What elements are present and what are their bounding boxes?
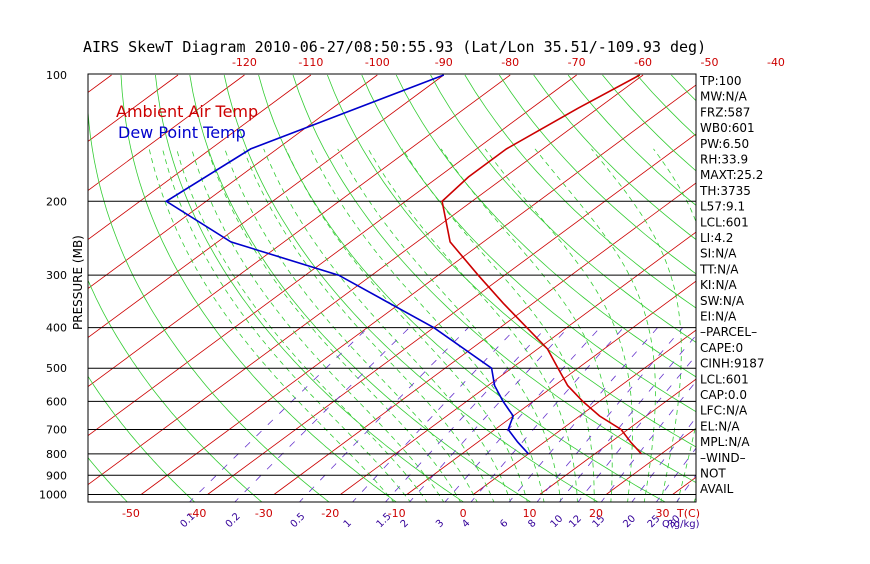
dry-adiabat-line (637, 75, 870, 503)
bottom-temp-tick-label: 0 (460, 507, 467, 520)
dry-adiabat-line (740, 75, 870, 503)
moist-adiabat-line (192, 149, 445, 504)
isotherm-line (739, 75, 870, 495)
index-label: TP:100 (699, 74, 742, 88)
top-temp-tick-label: -110 (298, 56, 323, 69)
mixing-ratio-tick-label: 20 (621, 513, 638, 530)
pressure-tick-label: 300 (46, 269, 67, 282)
mixing-ratio-tick-label: 3 (434, 518, 446, 530)
mixing-ratio-tick-label: 12 (567, 513, 584, 530)
mixing-ratio-line (408, 328, 568, 504)
dry-adiabat-line (809, 75, 870, 503)
moist-adiabat-line (338, 149, 561, 504)
moist-adiabat-line (485, 149, 632, 504)
moist-adiabat-line (163, 149, 412, 504)
index-label: LFC:N/A (700, 404, 748, 418)
index-label: TT:N/A (699, 262, 739, 276)
index-label: TH:3735 (699, 184, 751, 198)
bottom-temp-tick-label: 10 (523, 507, 537, 520)
pressure-tick-label: 600 (46, 395, 67, 408)
moist-adiabat-line (264, 149, 511, 504)
index-label: RH:33.9 (700, 153, 748, 167)
index-label: MW:N/A (700, 90, 748, 104)
index-label: NOT (700, 467, 726, 481)
dry-adiabat-line (362, 75, 870, 503)
index-label: SI:N/A (700, 247, 737, 261)
top-temp-tick-label: -90 (435, 56, 453, 69)
dry-adiabat-line (775, 75, 870, 503)
dry-adiabat-line (0, 75, 129, 503)
dry-adiabat-line (0, 75, 61, 503)
bottom-temp-tick-label: -30 (255, 507, 273, 520)
mixing-ratio-tick-label: 0.2 (224, 511, 243, 530)
index-label: MPL:N/A (700, 435, 750, 449)
moist-adiabat-line (592, 149, 682, 504)
index-label: CAP:0.0 (700, 388, 747, 402)
index-label: L57:9.1 (700, 200, 745, 214)
top-temp-tick-label: -40 (767, 56, 785, 69)
bottom-temp-tick-label: -50 (122, 507, 140, 520)
pressure-tick-label: 800 (46, 448, 67, 461)
y-axis-label: PRESSURE (MB) (71, 235, 85, 330)
legend-dew-point-temp: Dew Point Temp (118, 123, 246, 142)
pressure-tick-label: 100 (46, 69, 67, 82)
moist-adiabat-line (286, 149, 528, 504)
mixing-ratio-line (233, 328, 409, 504)
isotherm-line (806, 75, 870, 495)
isotherm-line (0, 75, 45, 495)
index-label: AVAIL (700, 482, 734, 496)
bottom-temp-tick-label: -20 (321, 507, 339, 520)
index-label: PW:6.50 (700, 137, 749, 151)
index-label: FRZ:587 (700, 105, 750, 119)
isotherm-line (407, 75, 870, 495)
mixing-ratio-tick-label: 0.5 (289, 511, 308, 530)
top-temp-tick-label: -70 (568, 56, 586, 69)
mixing-ratio-tick-label: 1 (342, 518, 354, 530)
bottom-temp-tick-label: -40 (188, 507, 206, 520)
top-temp-tick-label: -50 (701, 56, 719, 69)
legend-ambient-air-temp: Ambient Air Temp (116, 102, 258, 121)
pressure-tick-label: 900 (46, 469, 67, 482)
index-label: LCL:601 (700, 372, 749, 386)
mixing-ratio-line (298, 328, 468, 504)
index-label: LI:4.2 (700, 231, 733, 245)
bottom-temp-tick-label: 20 (589, 507, 603, 520)
index-label: EI:N/A (700, 310, 737, 324)
index-label: KI:N/A (700, 278, 737, 292)
index-label: CINH:9187 (700, 357, 765, 371)
isotherm-line (473, 75, 870, 495)
dry-adiabat-line (843, 75, 870, 503)
top-temp-tick-label: -120 (232, 56, 257, 69)
isotherm-line (340, 75, 870, 495)
index-label: WB0:601 (700, 121, 755, 135)
pressure-tick-label: 700 (46, 424, 67, 437)
index-label: SW:N/A (700, 294, 745, 308)
mixing-ratio-tick-label: 6 (498, 518, 510, 530)
mixing-ratio-tick-label: 10 (549, 513, 566, 530)
index-label: LCL:601 (700, 215, 749, 229)
chart-title: AIRS SkewT Diagram 2010-06-27/08:50:55.9… (83, 38, 706, 56)
bottom-temp-tick-label: -10 (388, 507, 406, 520)
top-temp-tick-label: -100 (365, 56, 390, 69)
dry-adiabat-line (259, 75, 668, 503)
top-temp-tick-label: -60 (634, 56, 652, 69)
pressure-tick-label: 500 (46, 362, 67, 375)
index-label: MAXT:25.2 (700, 168, 763, 182)
top-temp-tick-label: -80 (501, 56, 519, 69)
pressure-tick-label: 200 (46, 195, 67, 208)
mixing-ratio-line (188, 328, 368, 504)
index-label: CAPE:0 (700, 341, 743, 355)
pressure-tick-label: 400 (46, 322, 67, 335)
mixing-ratio-unit-label: Q(g/kg) (662, 519, 700, 530)
index-label: EL:N/A (700, 419, 740, 433)
pressure-tick-label: 1000 (39, 489, 67, 502)
moist-adiabat-line (311, 149, 545, 504)
index-label: –WIND– (700, 451, 746, 465)
index-label: –PARCEL– (700, 325, 757, 339)
dry-adiabat-line (396, 75, 870, 503)
